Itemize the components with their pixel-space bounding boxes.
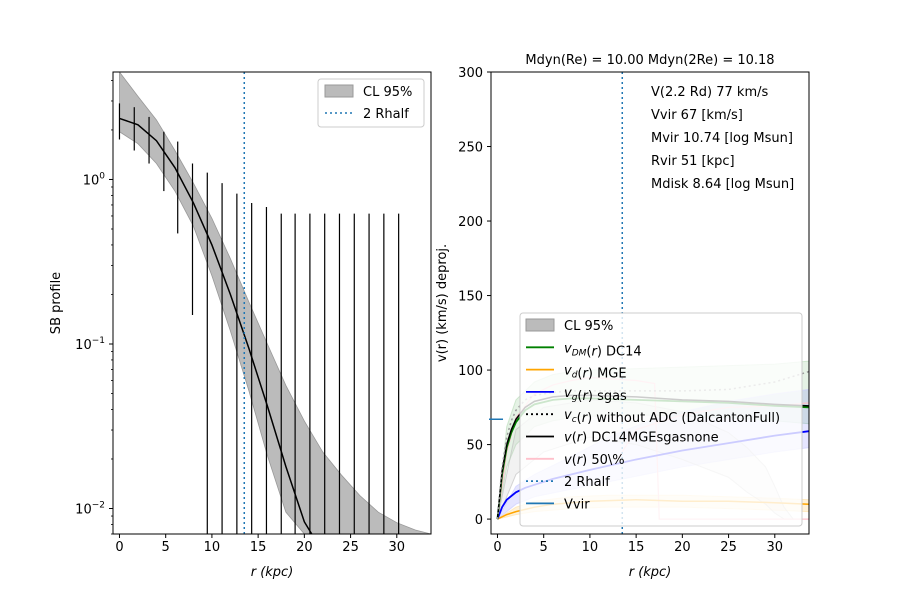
annotation-text: V(2.2 Rd) 77 km/s bbox=[651, 85, 769, 100]
x-tick-label: 5 bbox=[540, 540, 548, 555]
model-curve bbox=[119, 117, 313, 534]
legend-label-tot: v(r) DC14MGEsgasnone bbox=[564, 431, 719, 446]
right-x-axis-label: r (kpc) bbox=[629, 565, 672, 580]
legend-box bbox=[519, 312, 803, 527]
legend-label-rhalf: 2 Rhalf bbox=[363, 107, 409, 122]
x-tick-label: 0 bbox=[115, 540, 123, 555]
x-tick-label: 30 bbox=[767, 540, 784, 555]
right-legend: CL 95% vDM(r) DC14 vd(r) MGE vg(r) sgas vc(r… bbox=[519, 312, 803, 527]
legend-label-cl: CL 95% bbox=[363, 85, 412, 100]
left-legend: CL 95% 2 Rhalf bbox=[317, 78, 425, 128]
x-tick-label: 15 bbox=[628, 540, 645, 555]
x-tick-label: 0 bbox=[493, 540, 501, 555]
annotation-text: Vvir 67 [km/s] bbox=[651, 108, 743, 123]
right-axes-frame bbox=[490, 71, 810, 535]
y-tick-label: 100 bbox=[458, 364, 483, 379]
sb-profile-chart: 0 5 10 15 20 25 30 100 10−1 10−2 r (kpc) SB prof… bbox=[49, 71, 432, 580]
x-tick-label: 25 bbox=[342, 540, 359, 555]
right-y-axis-label: v(r) (km/s) deproj. bbox=[435, 244, 450, 362]
legend-label-c: vc(r) without ADC (DalcantonFull) bbox=[564, 408, 780, 426]
right-chart-title: Mdyn(Re) = 10.00 Mdyn(2Re) = 10.18 bbox=[525, 53, 774, 68]
x-tick-label: 20 bbox=[296, 540, 313, 555]
y-tick-label: 10−1 bbox=[75, 336, 105, 353]
legend-label-cl: CL 95% bbox=[564, 319, 613, 334]
y-tick-label: 50 bbox=[466, 439, 483, 454]
left-y-axis-label: SB profile bbox=[49, 272, 64, 334]
annotation-text: Mvir 10.74 [log Msun] bbox=[651, 131, 793, 146]
x-tick-label: 25 bbox=[720, 540, 737, 555]
x-tick-label: 10 bbox=[582, 540, 599, 555]
legend-label-dm: vDM(r) DC14 bbox=[564, 341, 642, 359]
x-tick-label: 30 bbox=[389, 540, 406, 555]
legend-swatch-cl bbox=[324, 84, 354, 98]
x-tick-label: 10 bbox=[204, 540, 221, 555]
y-tick-label: 0 bbox=[475, 513, 483, 528]
legend-label-p50: v(r) 50\% bbox=[564, 453, 625, 468]
annotation-text: Mdisk 8.64 [log Msun] bbox=[651, 177, 794, 192]
legend-label-g: vg(r) sgas bbox=[564, 386, 627, 404]
rotation-curve-chart: 0 5 10 15 20 25 30 0 50 100 150 200 250 300 Mdyn(Re)… bbox=[435, 53, 810, 580]
y-tick-label: 150 bbox=[458, 290, 483, 305]
y-tick-label: 300 bbox=[458, 66, 483, 81]
left-x-axis-label: r (kpc) bbox=[251, 565, 294, 580]
cl95-band bbox=[119, 72, 431, 534]
y-tick-label: 100 bbox=[83, 171, 106, 188]
legend-label-rh: 2 Rhalf bbox=[564, 475, 610, 490]
x-tick-label: 5 bbox=[162, 540, 170, 555]
y-tick-label: 10−2 bbox=[75, 501, 105, 518]
y-tick-label: 250 bbox=[458, 141, 483, 156]
left-axes-frame bbox=[112, 71, 432, 535]
y-tick-label: 200 bbox=[458, 215, 483, 230]
x-tick-label: 20 bbox=[674, 540, 691, 555]
annotation-text: Rvir 51 [kpc] bbox=[651, 154, 735, 169]
x-tick-label: 15 bbox=[250, 540, 267, 555]
legend-label-vv: Vvir bbox=[564, 497, 590, 512]
legend-label-d: vd(r) MGE bbox=[564, 364, 627, 382]
legend-swatch-cl bbox=[525, 318, 555, 332]
